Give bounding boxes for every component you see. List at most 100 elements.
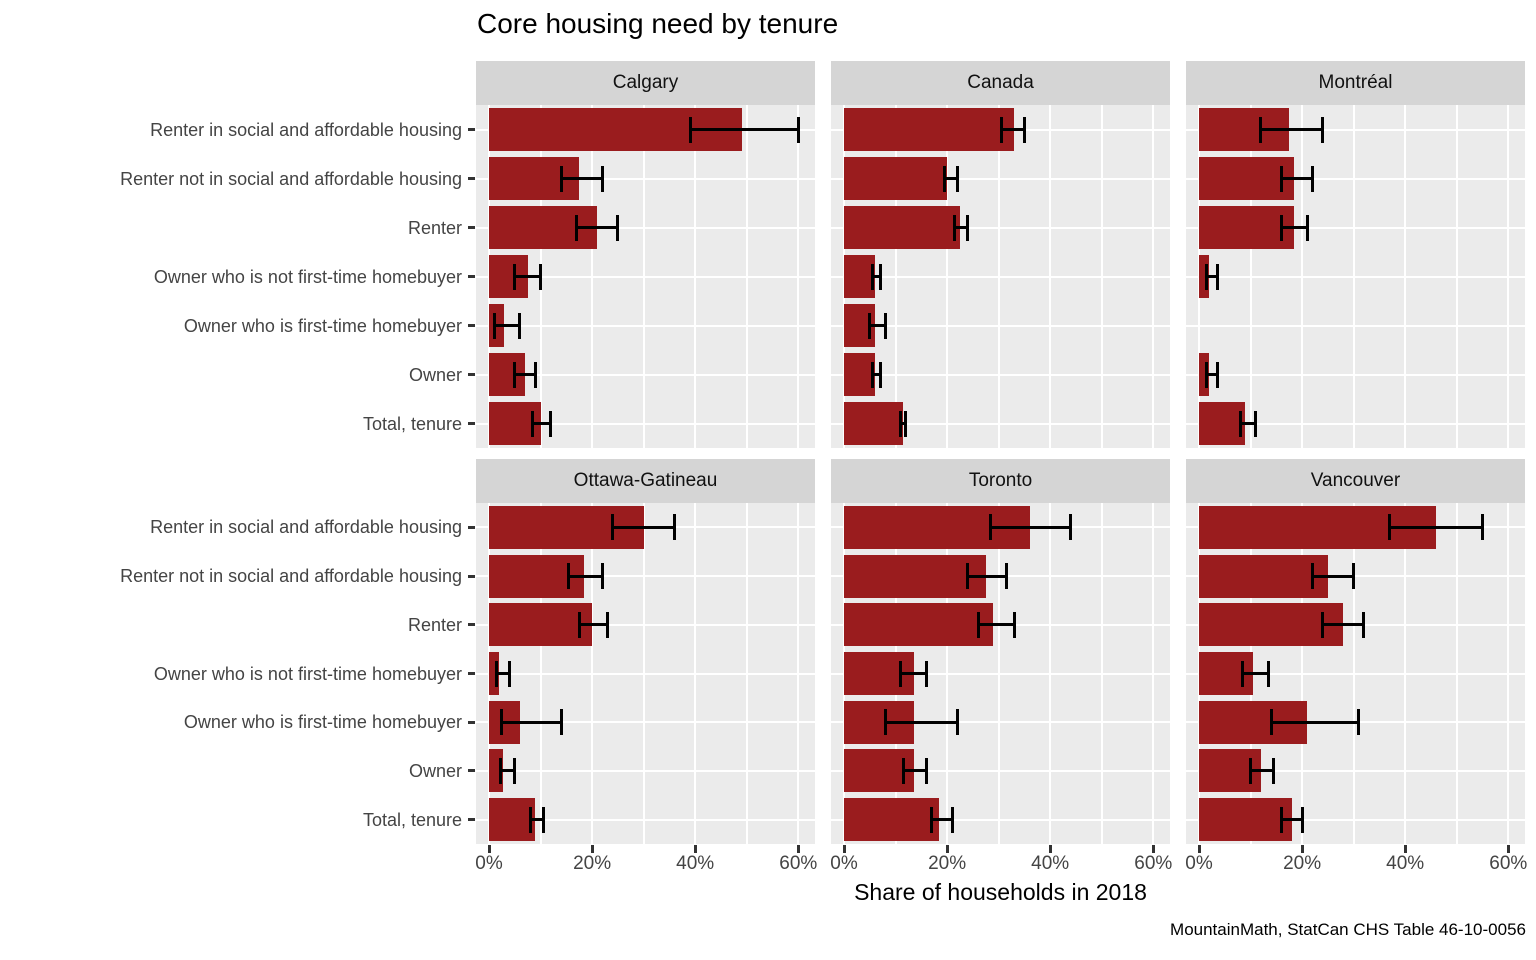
error-bar-cap <box>989 514 993 541</box>
bar-renter-in-social-and-affordable-housing <box>844 108 1015 151</box>
gridline-y <box>831 177 1170 180</box>
error-bar-line <box>1322 623 1364 627</box>
error-bar-line <box>967 574 1007 578</box>
error-bar-cap <box>1352 563 1356 590</box>
error-bar-cap <box>1215 361 1219 388</box>
gridline-y <box>1186 769 1525 772</box>
y-axis-label: Renter not in social and affordable hous… <box>120 566 462 587</box>
gridline-y <box>1186 275 1525 278</box>
facet-strip-label: Vancouver <box>1310 470 1401 491</box>
gridline-y <box>476 623 815 626</box>
gridline-y <box>476 422 815 425</box>
y-axis-label: Owner who is first-time homebuyer <box>183 315 462 336</box>
error-bar-cap <box>883 709 887 736</box>
error-bar-line <box>612 525 675 529</box>
gridline-y <box>476 177 815 180</box>
error-bar-cap <box>577 611 581 638</box>
error-bar-cap <box>904 410 908 437</box>
y-axis-tick <box>468 275 475 278</box>
bar-renter-not-in-social-and-affordable-housing <box>1199 554 1328 598</box>
x-axis-tick <box>1506 845 1510 853</box>
gridline-y <box>831 672 1170 675</box>
y-axis-tick <box>468 324 475 327</box>
bar-total-tenure <box>844 402 904 445</box>
gridline-y <box>1186 373 1525 376</box>
error-bar-cap <box>966 214 970 241</box>
error-bar-cap <box>492 312 496 339</box>
bar-renter <box>844 206 960 249</box>
error-bar-cap <box>1388 514 1392 541</box>
x-axis-tick-label: 20% <box>1283 853 1322 874</box>
error-bar-line <box>514 275 541 278</box>
bar-owner-who-is-not-first-time-homebuyer <box>1199 255 1210 298</box>
error-bar-line <box>1281 818 1303 822</box>
error-bar-cap <box>1249 757 1253 784</box>
bar-owner <box>1199 353 1210 396</box>
y-axis-label: Total, tenure <box>362 809 462 830</box>
bar-renter-not-in-social-and-affordable-housing <box>1199 157 1295 200</box>
y-axis-tick <box>468 128 475 131</box>
error-bar-line <box>900 672 927 675</box>
error-bar-line <box>1281 226 1308 229</box>
panel-toronto <box>831 503 1170 844</box>
gridline-y <box>831 818 1170 821</box>
bar-renter-not-in-social-and-affordable-housing <box>844 554 986 598</box>
error-bar-cap <box>531 410 535 437</box>
error-bar-cap <box>567 563 571 590</box>
gridline-y <box>1186 422 1525 425</box>
y-axis-label: Owner <box>408 364 462 385</box>
facet-strip-toronto: Toronto <box>831 459 1170 503</box>
error-bar-cap <box>1310 165 1314 192</box>
error-bar-cap <box>950 806 954 833</box>
bar-renter <box>844 603 994 647</box>
x-axis-tick-label: 0% <box>830 853 858 874</box>
error-bar-line <box>900 422 906 425</box>
x-axis-tick-label: 40% <box>1031 853 1070 874</box>
gridline-y <box>1186 128 1525 131</box>
error-bar-line <box>690 128 799 131</box>
y-axis-label: Owner who is not first-time homebuyer <box>153 663 462 684</box>
error-bar-cap <box>1215 263 1219 290</box>
error-bar-cap <box>1362 611 1366 638</box>
y-axis-label: Owner who is not first-time homebuyer <box>153 266 462 287</box>
error-bar-cap <box>1269 709 1273 736</box>
error-bar-cap <box>616 214 620 241</box>
y-axis-tick <box>468 623 475 627</box>
error-bar-line <box>494 324 520 327</box>
error-bar-cap <box>559 165 563 192</box>
error-bar-line <box>1206 275 1218 278</box>
error-bar-cap <box>513 757 517 784</box>
error-bar-line <box>532 422 551 425</box>
error-bar-cap <box>688 116 692 143</box>
bar-total-tenure <box>844 798 940 842</box>
error-bar-cap <box>549 410 553 437</box>
y-axis-tick <box>468 720 475 724</box>
error-bar-cap <box>899 660 903 687</box>
error-bar-cap <box>513 263 517 290</box>
x-axis-tick-label: 0% <box>1185 853 1213 874</box>
y-axis-label: Renter in social and affordable housing <box>150 517 462 538</box>
facet-strip-montr-al: Montréal <box>1186 61 1525 105</box>
error-bar-cap <box>1279 214 1283 241</box>
error-bar-line <box>1389 525 1483 529</box>
y-axis-tick <box>468 574 475 578</box>
error-bar-cap <box>999 116 1003 143</box>
error-bar-cap <box>953 214 957 241</box>
y-axis-tick <box>468 422 475 425</box>
error-bar-cap <box>1305 214 1309 241</box>
y-axis-tick <box>468 672 475 675</box>
facet-strip-calgary: Calgary <box>476 61 815 105</box>
facet-strip-label: Canada <box>967 72 1034 93</box>
error-bar-line <box>1250 769 1274 773</box>
gridline-y <box>1186 177 1525 180</box>
error-bar-cap <box>870 361 874 388</box>
x-axis-tick <box>1403 845 1407 853</box>
x-axis-tick-label: 0% <box>475 853 503 874</box>
gridline-y <box>1186 324 1525 327</box>
x-axis-tick-label: 40% <box>676 853 715 874</box>
error-bar-line <box>931 818 953 822</box>
error-bar-cap <box>976 611 980 638</box>
error-bar-line <box>1206 373 1218 376</box>
bar-owner-who-is-not-first-time-homebuyer <box>489 652 500 695</box>
y-axis-tick <box>468 525 475 529</box>
